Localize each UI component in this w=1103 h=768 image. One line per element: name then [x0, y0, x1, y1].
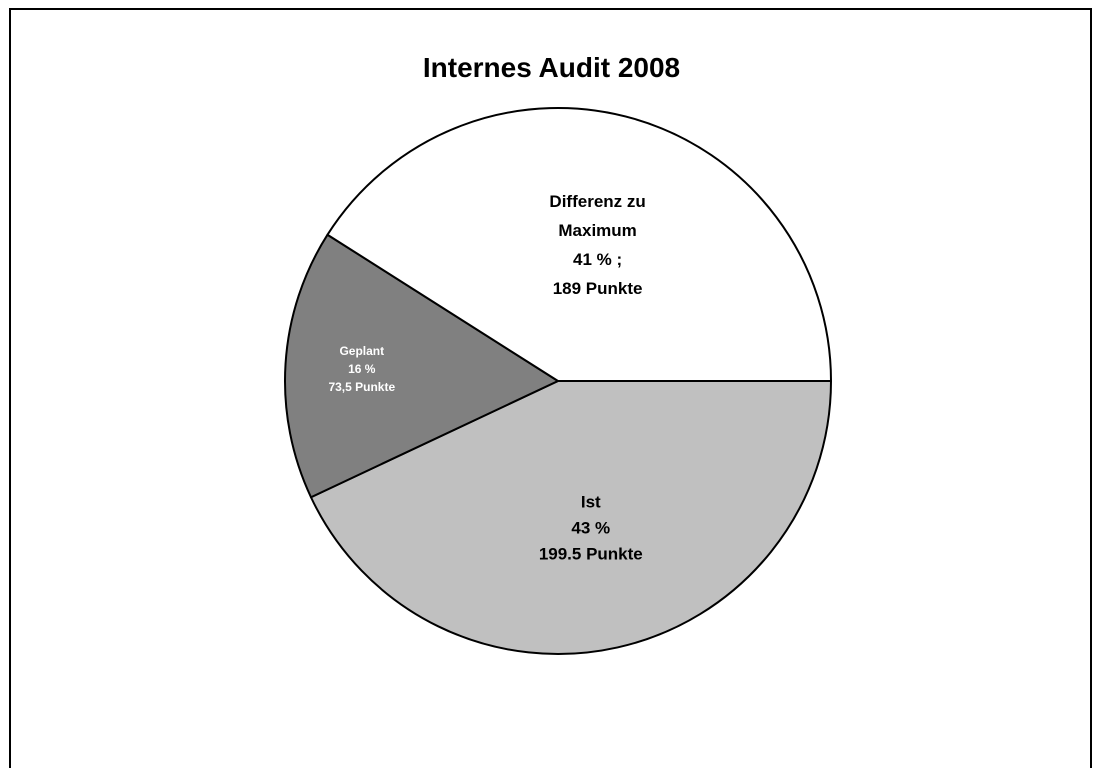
slice-label-line: Geplant	[339, 344, 384, 358]
slice-label-line: Maximum	[558, 221, 636, 240]
slice-label-line: 16 %	[348, 362, 376, 376]
pie-slice-geplant	[284, 233, 559, 499]
slice-label-geplant: Geplant 16 % 73,5 Punkte	[328, 344, 395, 394]
slice-label-line: 41 % ;	[573, 250, 622, 269]
slice-label-differenz-zu-maximum: Differenz zu Maximum 41 % ; 189 Punkte	[549, 192, 645, 298]
slice-label-ist: Ist 43 % 199.5 Punkte	[539, 493, 643, 564]
slice-label-line: Differenz zu	[549, 192, 645, 211]
slice-label-line: 73,5 Punkte	[328, 380, 395, 394]
slice-label-line: 43 %	[571, 519, 610, 538]
chart-title: Internes Audit 2008	[422, 52, 681, 83]
pie-slice-differenz-zu-maximum	[326, 107, 832, 382]
slice-label-line: 199.5 Punkte	[539, 545, 643, 564]
slice-label-line: Ist	[581, 493, 601, 512]
pie-slice-ist	[309, 380, 832, 655]
slice-label-line: 189 Punkte	[553, 279, 643, 298]
pie-slices	[284, 107, 832, 655]
pie-labels: Ist 43 % 199.5 Punkte Geplant 16 % 73,5 Punkt…	[328, 192, 645, 563]
